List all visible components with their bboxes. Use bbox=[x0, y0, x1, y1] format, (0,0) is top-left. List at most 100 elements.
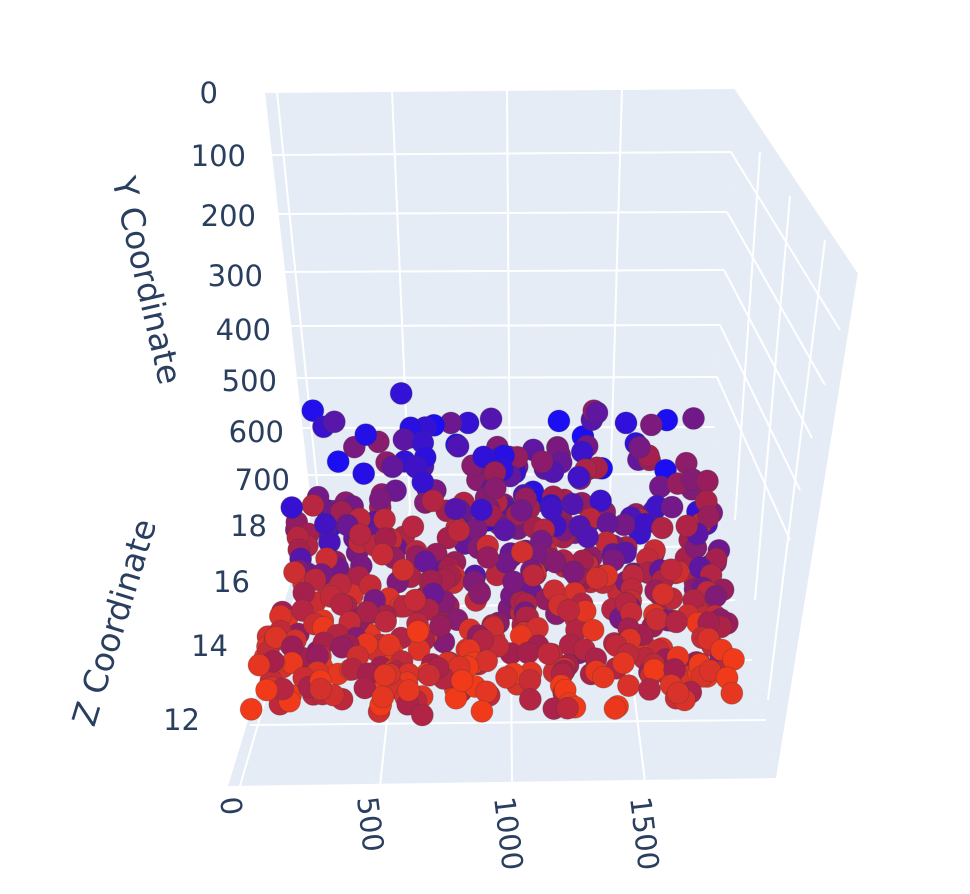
data-point bbox=[543, 550, 567, 574]
data-point bbox=[309, 677, 333, 701]
data-point bbox=[585, 401, 609, 425]
data-point bbox=[603, 697, 627, 720]
x-tick-label: 1500 bbox=[623, 795, 666, 872]
z-tick-label: 18 bbox=[230, 509, 267, 543]
data-point bbox=[540, 497, 563, 521]
data-point bbox=[411, 470, 435, 494]
data-point bbox=[476, 546, 500, 569]
data-point bbox=[675, 514, 699, 538]
data-point bbox=[389, 381, 413, 405]
data-point bbox=[374, 609, 398, 633]
data-point bbox=[428, 614, 452, 638]
data-point bbox=[373, 663, 397, 687]
data-point bbox=[628, 435, 651, 459]
data-point bbox=[518, 688, 542, 711]
data-point bbox=[301, 493, 325, 517]
data-point bbox=[589, 489, 612, 513]
data-point bbox=[391, 558, 415, 582]
data-point bbox=[443, 497, 467, 521]
data-point bbox=[401, 515, 425, 539]
data-points bbox=[239, 381, 745, 727]
data-point bbox=[617, 674, 640, 697]
data-point bbox=[255, 678, 279, 702]
data-point bbox=[682, 406, 705, 430]
data-point bbox=[530, 450, 554, 474]
z-tick-label: 14 bbox=[191, 629, 228, 663]
data-point bbox=[377, 633, 401, 657]
data-point bbox=[470, 498, 493, 522]
z-axis-ticks: 18 16 14 12 bbox=[163, 509, 267, 737]
y-tick-label: 700 bbox=[235, 463, 290, 497]
data-point bbox=[446, 434, 470, 458]
data-point bbox=[326, 450, 350, 474]
data-point bbox=[516, 641, 540, 665]
z-tick-label: 16 bbox=[213, 565, 250, 599]
data-point bbox=[370, 542, 394, 566]
data-point bbox=[403, 588, 427, 612]
y-tick-label: 200 bbox=[201, 199, 256, 233]
data-point bbox=[417, 663, 441, 687]
x-axis-ticks: 0 500 1000 1500 bbox=[213, 795, 666, 872]
data-point bbox=[397, 679, 421, 702]
data-point bbox=[695, 469, 719, 493]
x-tick-label: 500 bbox=[350, 795, 390, 854]
data-point bbox=[475, 649, 499, 673]
data-point bbox=[495, 666, 518, 689]
z-axis-title: Z Coordinate bbox=[64, 514, 164, 730]
y-axis-ticks: 0 100 200 300 400 500 600 700 bbox=[191, 76, 290, 497]
data-point bbox=[614, 411, 638, 435]
y-tick-label: 400 bbox=[216, 313, 271, 347]
data-point bbox=[592, 665, 615, 689]
data-point bbox=[645, 608, 669, 631]
data-point bbox=[547, 409, 571, 433]
data-point bbox=[447, 519, 471, 542]
data-point bbox=[720, 681, 744, 705]
data-point bbox=[556, 696, 579, 720]
data-point bbox=[239, 697, 263, 721]
data-point bbox=[561, 492, 584, 516]
data-point bbox=[510, 498, 534, 522]
data-point bbox=[348, 523, 372, 546]
data-point bbox=[392, 428, 416, 452]
data-point bbox=[413, 550, 437, 574]
data-point bbox=[660, 495, 684, 519]
data-point bbox=[355, 600, 379, 624]
data-point bbox=[697, 505, 720, 528]
data-point bbox=[638, 678, 661, 701]
data-point bbox=[353, 676, 377, 700]
data-point bbox=[502, 570, 525, 594]
y-tick-label: 300 bbox=[208, 259, 263, 293]
data-point bbox=[666, 681, 690, 705]
data-point bbox=[650, 516, 674, 540]
y-tick-label: 600 bbox=[229, 415, 284, 449]
data-point bbox=[642, 658, 666, 682]
data-point bbox=[322, 410, 346, 434]
data-point bbox=[704, 584, 728, 608]
data-point bbox=[368, 488, 392, 511]
data-point bbox=[612, 651, 635, 675]
data-point bbox=[450, 669, 474, 693]
data-point bbox=[280, 496, 304, 519]
z-tick-label: 12 bbox=[163, 703, 200, 737]
data-point bbox=[585, 567, 609, 590]
data-point bbox=[352, 462, 376, 486]
data-point bbox=[567, 465, 591, 489]
data-point bbox=[381, 455, 404, 479]
back-wall-pane bbox=[265, 88, 735, 512]
data-point bbox=[537, 642, 560, 666]
data-point bbox=[581, 618, 605, 642]
data-point bbox=[470, 699, 494, 723]
data-point bbox=[313, 512, 337, 536]
y-tick-label: 500 bbox=[222, 364, 277, 398]
data-point bbox=[576, 525, 600, 549]
data-point bbox=[283, 560, 306, 584]
data-point bbox=[562, 560, 585, 584]
data-point bbox=[468, 582, 492, 605]
data-point bbox=[410, 703, 434, 727]
data-point bbox=[406, 620, 430, 643]
data-point bbox=[354, 423, 378, 447]
data-point bbox=[475, 680, 498, 704]
data-point bbox=[664, 610, 688, 634]
y-tick-label: 100 bbox=[191, 139, 246, 173]
